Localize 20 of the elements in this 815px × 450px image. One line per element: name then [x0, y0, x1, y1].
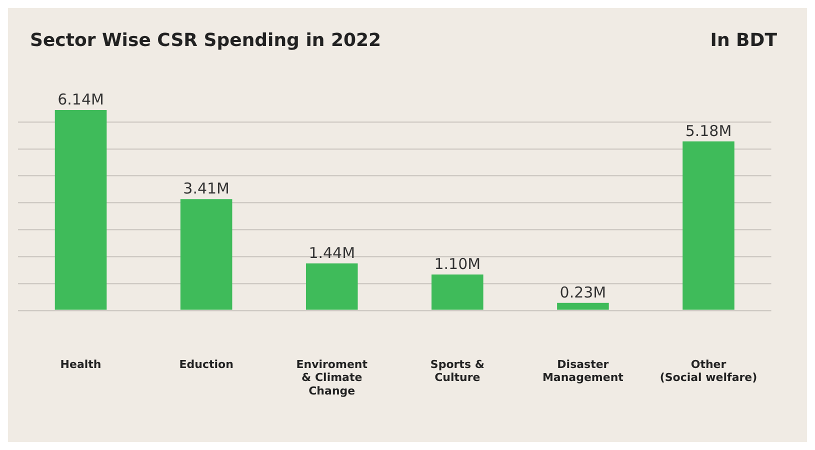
- bar: [432, 274, 484, 310]
- data-label: 5.18M: [685, 122, 732, 140]
- text: In BDT: [710, 30, 777, 51]
- data-label: 1.10M: [434, 254, 481, 273]
- x-tick-label: Health: [60, 358, 102, 371]
- bar: [306, 263, 358, 310]
- bar: [682, 141, 734, 310]
- data-label: 0.23M: [560, 283, 606, 302]
- data-label: 6.14M: [58, 90, 104, 108]
- x-tick-label: Enviroment & Climate Change: [296, 358, 368, 398]
- data-label: 3.41M: [183, 180, 230, 198]
- chart-title: Sector Wise CSR Spending in 2022: [30, 30, 382, 51]
- x-tick-label: Eduction: [179, 358, 234, 371]
- bar: [557, 302, 609, 310]
- x-tick-label: Sports & Culture: [430, 358, 485, 384]
- x-tick-label: Other (Social welfare): [660, 358, 758, 384]
- bar: [54, 110, 107, 310]
- x-tick-label: Disaster Management: [542, 358, 624, 384]
- bar: [180, 199, 232, 310]
- data-label: 1.44M: [308, 244, 356, 262]
